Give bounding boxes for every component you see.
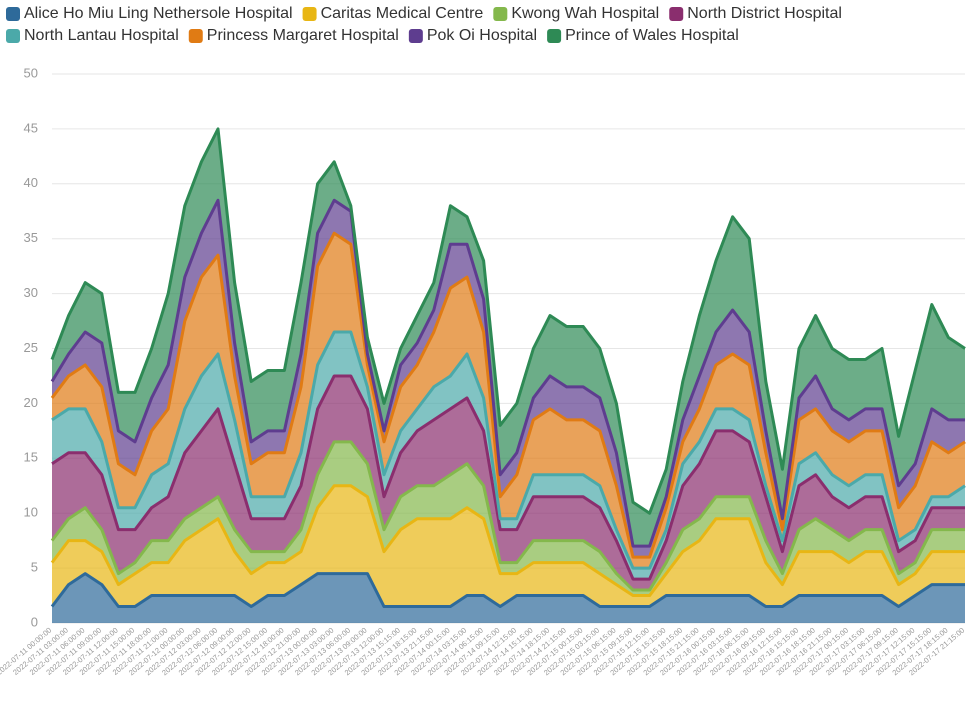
area-line [50, 231, 966, 559]
area-line [50, 127, 966, 515]
area [52, 233, 965, 569]
legend-label: Princess Margaret Hospital [207, 27, 399, 44]
area-line [51, 374, 965, 581]
y-tick-label: 35 [24, 230, 38, 245]
area-line [51, 330, 966, 570]
y-tick-label: 15 [24, 450, 38, 465]
y-tick-label: 25 [24, 340, 38, 355]
legend-label: North Lantau Hospital [24, 27, 179, 44]
area [52, 573, 965, 623]
area [52, 441, 965, 596]
y-tick-label: 5 [31, 560, 38, 575]
legend-swatch [408, 29, 423, 43]
area-line [50, 484, 965, 598]
legend-label: North District Hospital [687, 5, 842, 22]
y-tick-label: 50 [24, 65, 38, 80]
area-line [50, 198, 965, 548]
y-tick-label: 30 [24, 285, 38, 300]
area-line [50, 572, 965, 609]
y-tick-label: 0 [31, 614, 38, 629]
area-line [50, 440, 965, 592]
y-tick-label: 40 [24, 175, 38, 190]
area [52, 128, 965, 547]
legend-label: Prince of Wales Hospital [565, 27, 739, 44]
legend-label: Kwong Wah Hospital [511, 5, 659, 22]
legend-swatch [669, 7, 684, 21]
y-tick-label: 10 [24, 505, 38, 520]
legend-label: Caritas Medical Centre [321, 5, 484, 22]
legend-label: Alice Ho Miu Ling Nethersole Hospital [24, 5, 293, 22]
y-tick-label: 20 [24, 395, 38, 410]
legend-swatch [6, 29, 20, 43]
legend-swatch [6, 7, 20, 21]
legend-swatch [547, 29, 562, 43]
legend-swatch [493, 7, 508, 21]
legend-label: Pok Oi Hospital [427, 27, 537, 44]
legend-swatch [188, 29, 203, 43]
area [52, 375, 965, 591]
area [52, 485, 965, 607]
legend-swatch [302, 7, 317, 21]
y-tick-label: 45 [24, 120, 38, 135]
